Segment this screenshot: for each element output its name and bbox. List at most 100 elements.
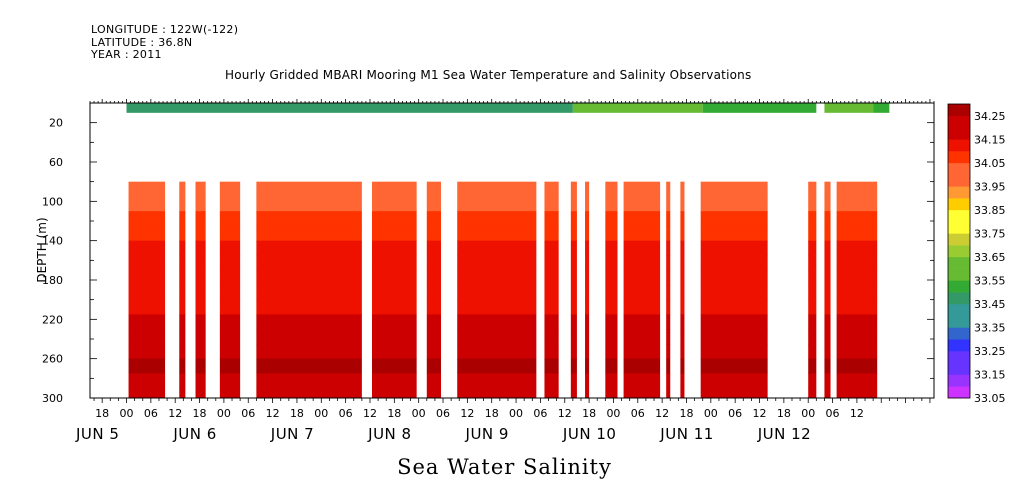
profile-band	[666, 196, 671, 212]
profile-band	[605, 284, 618, 301]
profile-band	[457, 240, 537, 256]
profile-band	[256, 358, 362, 374]
profile-band	[219, 373, 241, 389]
profile-band	[680, 270, 685, 286]
profile-band	[372, 388, 417, 398]
profile-band	[585, 181, 590, 197]
profile-band	[457, 329, 537, 345]
profile-band	[457, 299, 537, 315]
profile-band	[605, 225, 618, 242]
profile-band	[372, 240, 417, 256]
profile-band	[605, 181, 618, 197]
colorbar-label: 33.05	[974, 392, 1006, 405]
profile-band	[824, 299, 831, 315]
colorbar-swatch	[948, 233, 970, 246]
data-column-1	[179, 181, 186, 398]
profile-band	[666, 240, 671, 256]
profile-band	[824, 181, 831, 197]
profile-band	[570, 284, 577, 301]
data-column-18	[836, 181, 878, 398]
profile-band	[666, 270, 671, 286]
profile-band	[372, 270, 417, 286]
profile-band	[128, 181, 166, 197]
surface-cell-0	[126, 103, 573, 113]
profile-band	[372, 358, 417, 374]
colorbar-swatch	[948, 362, 970, 375]
x-tick-label: 06	[241, 407, 255, 420]
profile-band	[680, 240, 685, 256]
profile-band	[623, 240, 661, 256]
profile-band	[700, 211, 768, 227]
x-tick-label: 18	[193, 407, 207, 420]
profile-band	[544, 388, 559, 398]
profile-band	[426, 225, 441, 242]
profile-band	[570, 388, 577, 398]
profile-band	[457, 314, 537, 330]
data-column-9	[570, 181, 577, 398]
x-tick-label: 00	[412, 407, 426, 420]
profile-band	[195, 343, 206, 360]
day-label: JUN 12	[757, 425, 811, 443]
profile-band	[195, 255, 206, 271]
x-tick-label: 12	[558, 407, 572, 420]
profile-band	[808, 284, 817, 301]
profile-band	[179, 270, 186, 286]
profile-band	[179, 373, 186, 389]
profile-band	[680, 284, 685, 301]
y-tick-label: 180	[42, 274, 63, 287]
profile-band	[700, 299, 768, 315]
colorbar-label: 33.85	[974, 204, 1006, 217]
colorbar-label: 33.35	[974, 321, 1006, 334]
profile-band	[570, 181, 577, 197]
profile-band	[128, 358, 166, 374]
profile-band	[544, 373, 559, 389]
profile-band	[824, 284, 831, 301]
profile-band	[570, 329, 577, 345]
colorbar-swatch	[948, 374, 970, 387]
profile-band	[544, 196, 559, 212]
variable-title: Sea Water Salinity	[397, 455, 612, 479]
colorbar-swatch	[948, 327, 970, 340]
profile-band	[570, 255, 577, 271]
surface-cell-2	[702, 103, 817, 113]
profile-band	[426, 373, 441, 389]
colorbar-swatch	[948, 198, 970, 211]
profile-band	[544, 255, 559, 271]
profile-band	[256, 314, 362, 330]
x-tick-label: 18	[777, 407, 791, 420]
profile-band	[585, 211, 590, 227]
profile-band	[700, 373, 768, 389]
x-tick-label: 18	[485, 407, 499, 420]
profile-band	[585, 196, 590, 212]
profile-band	[824, 225, 831, 242]
profile-band	[128, 299, 166, 315]
profile-band	[836, 270, 878, 286]
profile-band	[700, 181, 768, 197]
profile-band	[179, 299, 186, 315]
profile-band	[426, 196, 441, 212]
profile-band	[570, 270, 577, 286]
colorbar-swatch	[948, 268, 970, 281]
x-tick-label: 06	[826, 407, 840, 420]
profile-band	[666, 255, 671, 271]
profile-band	[700, 255, 768, 271]
profile-band	[219, 181, 241, 197]
profile-band	[836, 329, 878, 345]
x-tick-label: 06	[339, 407, 353, 420]
profile-band	[680, 255, 685, 271]
profile-band	[128, 343, 166, 360]
profile-band	[457, 358, 537, 374]
profile-band	[836, 211, 878, 227]
profile-band	[219, 255, 241, 271]
x-tick-label: 12	[850, 407, 864, 420]
profile-band	[666, 314, 671, 330]
profile-band	[372, 211, 417, 227]
profile-band	[457, 388, 537, 398]
profile-band	[179, 388, 186, 398]
profile-band	[179, 240, 186, 256]
profile-band	[605, 343, 618, 360]
profile-band	[426, 284, 441, 301]
profile-band	[605, 373, 618, 389]
colorbar-swatch	[948, 280, 970, 293]
x-tick-label: 06	[533, 407, 547, 420]
